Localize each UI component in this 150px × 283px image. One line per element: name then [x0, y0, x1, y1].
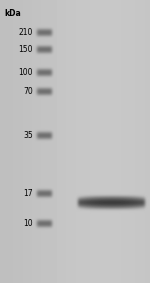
- Text: 17: 17: [23, 189, 33, 198]
- Text: kDa: kDa: [4, 9, 21, 18]
- Text: 10: 10: [23, 219, 33, 228]
- Text: 100: 100: [18, 68, 33, 77]
- Text: 70: 70: [23, 87, 33, 97]
- Text: 35: 35: [23, 131, 33, 140]
- Text: 150: 150: [18, 45, 33, 54]
- Text: 210: 210: [19, 28, 33, 37]
